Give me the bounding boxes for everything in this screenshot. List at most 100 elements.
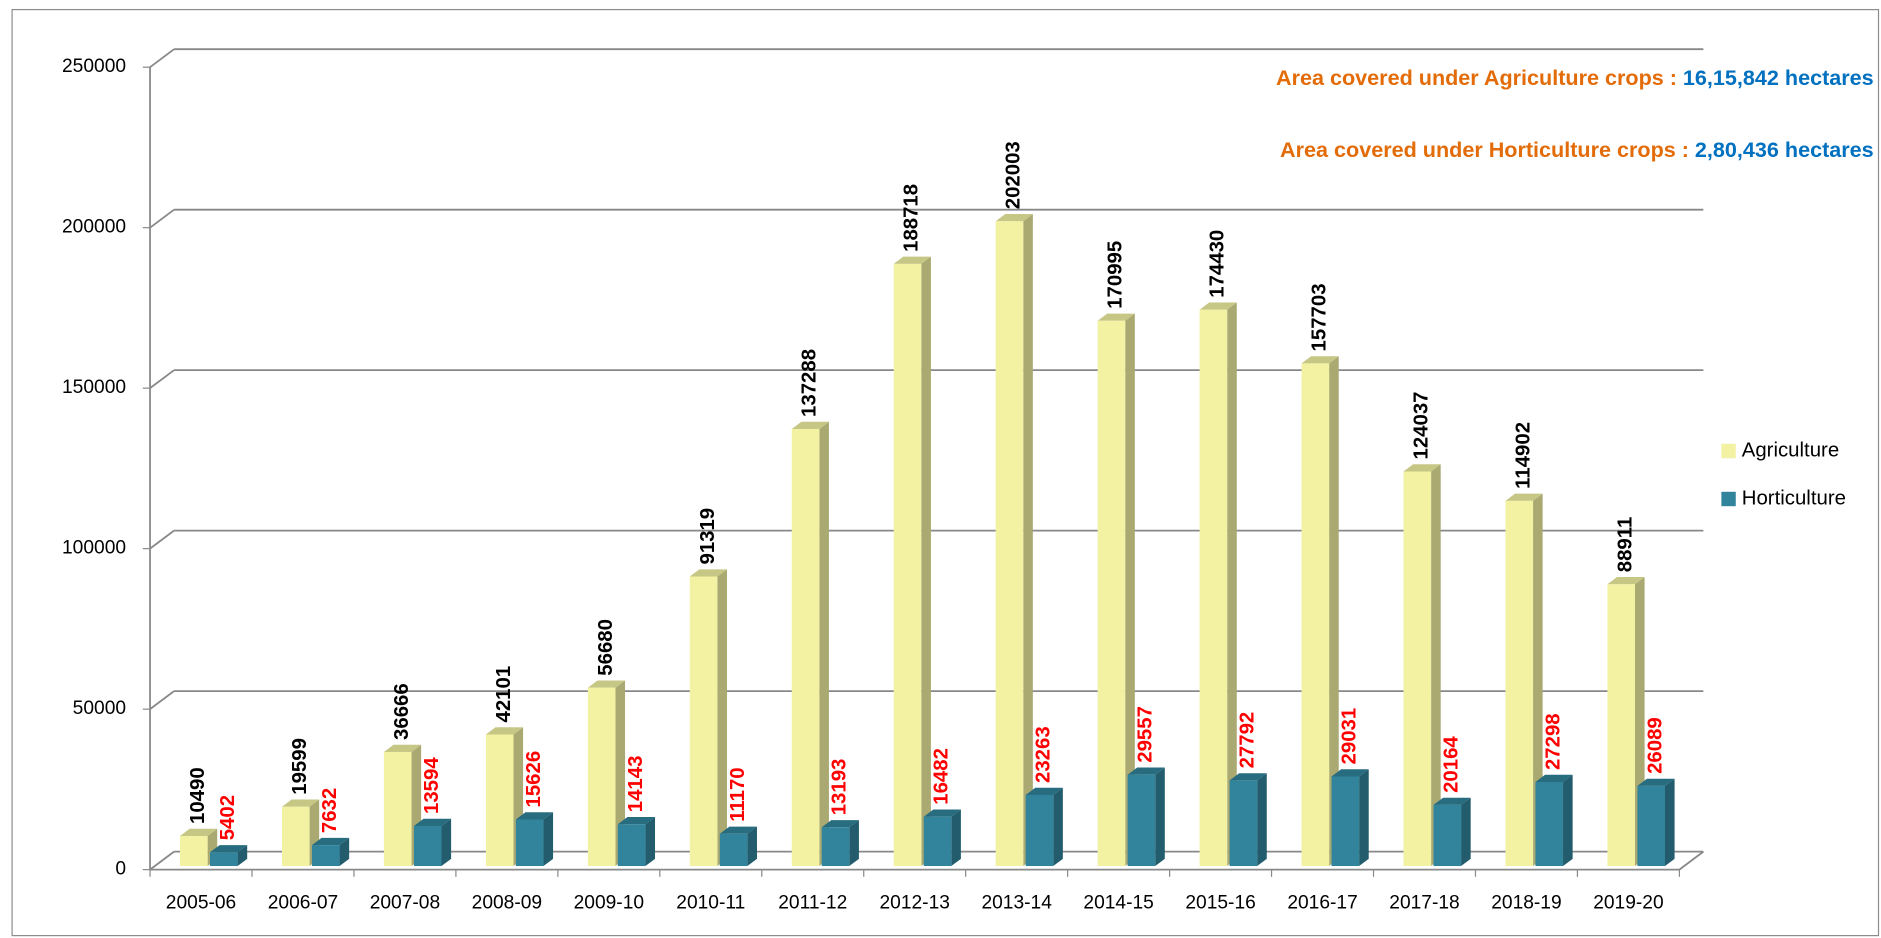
annotation-value: 2,80,436 hectares: [1695, 137, 1874, 162]
bar-top: [1025, 787, 1063, 795]
bar-top: [1607, 577, 1645, 585]
bar-side: [1053, 787, 1063, 867]
bar-side: [1155, 767, 1165, 867]
bar-top: [1229, 773, 1267, 781]
bar-top: [1301, 356, 1339, 364]
bar: [719, 833, 748, 867]
y-tick-label: 0: [115, 859, 126, 880]
bar-side: [1359, 769, 1369, 867]
bar-top: [1535, 774, 1573, 783]
grid-diagonal: [149, 850, 175, 871]
bar-side: [1533, 493, 1543, 867]
bar-side: [1563, 774, 1573, 867]
data-label: 114902: [1512, 422, 1534, 489]
bar: [1097, 320, 1126, 867]
bar-top: [383, 744, 422, 752]
bar: [180, 835, 208, 867]
x-tick-label: 2019-20: [1593, 892, 1663, 913]
bar-side: [1023, 214, 1033, 867]
bar: [893, 263, 922, 867]
annotation-label: Area covered under Agriculture crops :: [1276, 65, 1683, 90]
bar: [281, 806, 310, 867]
bar-top: [180, 828, 218, 836]
bar: [383, 751, 412, 867]
data-label: 137288: [799, 349, 821, 417]
bar: [413, 825, 442, 867]
bar-top: [311, 837, 350, 846]
bar-side: [1431, 464, 1441, 867]
bar-top: [821, 820, 859, 828]
bar-top: [1505, 493, 1543, 501]
x-tick-label: 2018-19: [1491, 892, 1561, 913]
y-tick-label: 100000: [62, 538, 126, 559]
x-tick-label: 2017-18: [1389, 892, 1459, 913]
data-label: 157703: [1309, 283, 1331, 351]
bar: [617, 824, 646, 867]
bar: [1229, 780, 1258, 867]
bar-top: [1097, 313, 1135, 321]
data-label: 56680: [595, 619, 617, 676]
bar: [821, 827, 850, 867]
data-label: 13594: [421, 757, 443, 814]
data-label: 5402: [217, 795, 239, 840]
bar-side: [1461, 797, 1471, 867]
bar: [1199, 309, 1228, 867]
x-tick-label: 2005-06: [166, 892, 236, 913]
y-tick-label: 200000: [62, 217, 126, 238]
bar-top: [689, 569, 727, 577]
bar-side: [921, 256, 931, 867]
annotation: Area covered under Horticulture crops : …: [1280, 137, 1874, 162]
bar: [1331, 776, 1360, 867]
x-tick-label: 2016-17: [1287, 892, 1357, 913]
bar-side: [339, 837, 350, 867]
bar-side: [615, 680, 626, 867]
data-label: 19599: [289, 738, 311, 795]
bar-side: [717, 569, 727, 867]
grid-diagonal: [149, 208, 175, 229]
x-tick-label: 2007-08: [370, 892, 440, 913]
grid-diagonal: [149, 369, 175, 389]
legend-swatch: [1721, 491, 1736, 507]
data-label: 15626: [523, 751, 545, 808]
bar: [485, 734, 514, 867]
bar: [689, 576, 718, 867]
bar-top: [413, 818, 452, 826]
data-label: 27792: [1237, 712, 1259, 769]
bar-top: [893, 256, 931, 264]
data-label: 91319: [697, 508, 719, 565]
data-label: 36666: [391, 683, 413, 740]
bar: [1127, 774, 1156, 867]
bar-top: [1331, 769, 1369, 777]
data-label: 88911: [1614, 517, 1636, 573]
bar: [1535, 782, 1564, 867]
bar: [210, 852, 238, 867]
bar-side: [747, 826, 757, 867]
data-label: 26089: [1644, 717, 1666, 774]
bar-top: [923, 809, 961, 817]
bar-side: [543, 812, 554, 867]
x-tick-label: 2010-11: [676, 892, 745, 913]
bar: [311, 845, 340, 867]
bar: [791, 428, 820, 867]
x-tick-label: 2012-13: [880, 892, 950, 913]
bar-top: [1199, 302, 1237, 310]
y-tick-label: 250000: [62, 56, 126, 77]
annotation-label: Area covered under Horticulture crops :: [1280, 137, 1695, 162]
bar-top: [1637, 778, 1675, 786]
y-tick-label: 150000: [62, 377, 126, 398]
data-label: 188718: [901, 184, 923, 252]
bar: [923, 816, 952, 867]
data-label: 124037: [1410, 391, 1432, 459]
bar-side: [951, 809, 961, 867]
bar-side: [441, 818, 452, 867]
x-tick-label: 2013-14: [981, 892, 1052, 913]
data-label: 27298: [1542, 713, 1564, 770]
x-tick-label: 2006-07: [268, 892, 338, 913]
grid-diagonal: [149, 529, 175, 550]
bar-side: [237, 845, 248, 867]
bar-side: [1329, 356, 1339, 867]
data-label: 170995: [1105, 241, 1127, 309]
data-label: 29557: [1135, 706, 1157, 763]
bar-side: [1257, 773, 1267, 867]
data-label: 23263: [1033, 726, 1055, 783]
